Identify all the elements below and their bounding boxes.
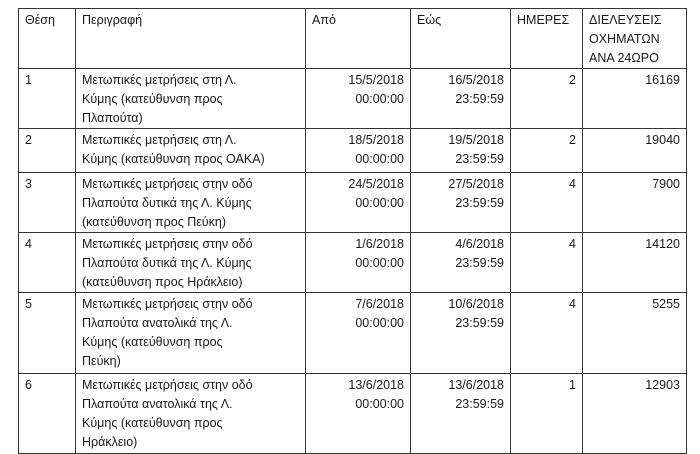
vehicles-cell: 16169 [582, 68, 687, 129]
position-cell: 5 [18, 292, 76, 374]
table-row: 5 Μετωπικές μετρήσεις στην οδό Πλαπούτα α… [18, 292, 687, 374]
description-cell: Μετωπικές μετρήσεις στην οδό Πλαπούτα αν… [75, 292, 306, 374]
vehicles-cell: 7900 [582, 172, 687, 233]
description-cell: Μετωπικές μετρήσεις στη Λ. Κύμης (κατεύθ… [75, 68, 306, 129]
vehicles-cell: 12903 [582, 373, 687, 454]
header-to: Εώς [410, 8, 511, 69]
to-cell: 16/5/2018 23:59:59 [410, 68, 511, 129]
position-cell: 3 [18, 172, 76, 233]
vehicles-cell: 19040 [582, 128, 687, 173]
description-cell: Μετωπικές μετρήσεις στην οδό Πλαπούτα αν… [75, 373, 306, 454]
table-row: 3 Μετωπικές μετρήσεις στην οδό Πλαπούτα δ… [18, 172, 687, 233]
days-cell: 1 [510, 373, 583, 454]
from-cell: 24/5/2018 00:00:00 [305, 172, 411, 233]
header-vehicles: ΔΙΕΛΕΥΣΕΙΣ ΟΧΗΜΑΤΩΝ ΑΝΑ 24ΩΡΟ [582, 8, 687, 69]
description-cell: Μετωπικές μετρήσεις στην οδό Πλαπούτα δυ… [75, 172, 306, 233]
to-cell: 27/5/2018 23:59:59 [410, 172, 511, 233]
to-cell: 10/6/2018 23:59:59 [410, 292, 511, 374]
from-cell: 7/6/2018 00:00:00 [305, 292, 411, 374]
days-cell: 2 [510, 128, 583, 173]
header-days: ΗΜΕΡΕΣ [510, 8, 583, 69]
position-cell: 4 [18, 232, 76, 293]
position-cell: 2 [18, 128, 76, 173]
description-cell: Μετωπικές μετρήσεις στην οδό Πλαπούτα δυ… [75, 232, 306, 293]
days-cell: 4 [510, 292, 583, 374]
days-cell: 2 [510, 68, 583, 129]
header-row: Θέση Περιγραφή Από Εώς ΗΜΕΡΕΣ ΔΙΕΛΕΥΣΕΙΣ… [18, 8, 687, 69]
vehicles-cell: 5255 [582, 292, 687, 374]
position-cell: 6 [18, 373, 76, 454]
table-row: 6 Μετωπικές μετρήσεις στην οδό Πλαπούτα α… [18, 373, 687, 454]
days-cell: 4 [510, 232, 583, 293]
vehicles-cell: 14120 [582, 232, 687, 293]
header-position: Θέση [18, 8, 76, 69]
to-cell: 19/5/2018 23:59:59 [410, 128, 511, 173]
header-from: Από [305, 8, 411, 69]
from-cell: 13/6/2018 00:00:00 [305, 373, 411, 454]
measurements-table: Θέση Περιγραφή Από Εώς ΗΜΕΡΕΣ ΔΙΕΛΕΥΣΕΙΣ… [18, 8, 687, 454]
table-row: 1 Μετωπικές μετρήσεις στη Λ. Κύμης (κατεύ… [18, 68, 687, 129]
from-cell: 1/6/2018 00:00:00 [305, 232, 411, 293]
description-cell: Μετωπικές μετρήσεις στη Λ. Κύμης (κατεύθ… [75, 128, 306, 173]
from-cell: 15/5/2018 00:00:00 [305, 68, 411, 129]
days-cell: 4 [510, 172, 583, 233]
to-cell: 4/6/2018 23:59:59 [410, 232, 511, 293]
header-description: Περιγραφή [75, 8, 306, 69]
table-row: 2 Μετωπικές μετρήσεις στη Λ. Κύμης (κατεύ… [18, 128, 687, 173]
table-row: 4 Μετωπικές μετρήσεις στην οδό Πλαπούτα δ… [18, 232, 687, 293]
from-cell: 18/5/2018 00:00:00 [305, 128, 411, 173]
position-cell: 1 [18, 68, 76, 129]
to-cell: 13/6/2018 23:59:59 [410, 373, 511, 454]
